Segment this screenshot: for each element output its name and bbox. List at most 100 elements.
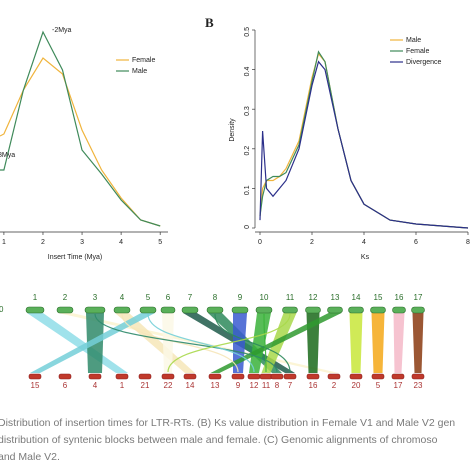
bottom-chromosome-label: 7 xyxy=(288,381,293,390)
top-chromosome-label: 5 xyxy=(146,293,151,302)
diagram-left-label: 0 xyxy=(0,305,4,314)
x-axis-label: Ks xyxy=(361,254,370,261)
top-chromosome xyxy=(255,306,273,314)
x-tick-label: 2 xyxy=(310,239,314,246)
series-line xyxy=(0,30,161,227)
x-tick-label: 8 xyxy=(466,239,470,246)
bottom-chromosome xyxy=(327,373,341,380)
bottom-chromosome-label: 1 xyxy=(120,381,125,390)
x-tick-label: 0 xyxy=(258,239,262,246)
x-axis-label: Insert Time (Mya) xyxy=(48,254,102,261)
legend-label: Female xyxy=(132,57,155,64)
caption-line: and Male V2. xyxy=(0,451,60,463)
x-tick-label: 5 xyxy=(158,239,162,246)
caption-line: distribution of syntenic blocks between … xyxy=(0,434,438,446)
top-chromosome xyxy=(139,306,157,314)
y-tick-label: 0.2 xyxy=(244,146,251,156)
top-chromosome xyxy=(113,306,131,314)
top-chromosome xyxy=(84,306,106,314)
top-chromosome xyxy=(348,306,364,314)
top-chromosome-label: 8 xyxy=(213,293,218,302)
synteny-link xyxy=(263,313,267,373)
top-chromosome xyxy=(231,306,249,314)
series-line xyxy=(259,60,469,229)
top-chromosome-label: 17 xyxy=(414,293,423,302)
bottom-chromosome xyxy=(270,373,284,380)
top-chromosome-label: 7 xyxy=(188,293,193,302)
bottom-chromosome xyxy=(371,373,385,380)
x-tick-label: 6 xyxy=(414,239,418,246)
top-chromosome-label: 6 xyxy=(166,293,171,302)
annotation: -2Mya xyxy=(52,27,72,34)
legend-label: Female xyxy=(406,48,429,55)
synteny-ribbon xyxy=(249,313,271,373)
synteny-link xyxy=(147,313,255,373)
bottom-chromosome xyxy=(411,373,425,380)
synteny-ribbon xyxy=(210,313,342,373)
series-line xyxy=(259,52,469,229)
synteny-link xyxy=(167,313,291,373)
legend-label: Male xyxy=(132,68,147,75)
synteny-link xyxy=(121,313,239,373)
top-chromosome xyxy=(411,306,425,314)
top-chromosome-label: 16 xyxy=(395,293,404,302)
bottom-chromosome xyxy=(183,373,197,380)
top-chromosome-label: 10 xyxy=(260,293,269,302)
bottom-chromosome-label: 15 xyxy=(31,381,40,390)
synteny-ribbon xyxy=(349,313,363,373)
y-axis-label: Density xyxy=(229,118,236,142)
y-tick-label: 0 xyxy=(244,225,251,229)
x-tick-label: 3 xyxy=(80,239,84,246)
y-tick-label: 0.5 xyxy=(244,27,251,37)
top-chromosome-label: 4 xyxy=(120,293,125,302)
bottom-chromosome-label: 16 xyxy=(309,381,318,390)
bottom-chromosome xyxy=(349,373,363,380)
top-chromosome xyxy=(305,306,321,314)
top-chromosome-label: 9 xyxy=(238,293,243,302)
bottom-chromosome xyxy=(138,373,152,380)
bottom-chromosome xyxy=(88,373,102,380)
synteny-ribbon xyxy=(27,313,128,373)
top-chromosome xyxy=(206,306,224,314)
synteny-ribbon xyxy=(115,313,195,373)
bottom-chromosome-label: 14 xyxy=(186,381,195,390)
x-tick-label: 1 xyxy=(2,239,6,246)
synteny-link xyxy=(94,313,278,373)
top-chromosome xyxy=(392,306,406,314)
bottom-chromosome-label: 12 xyxy=(250,381,259,390)
bottom-chromosome-label: 6 xyxy=(63,381,68,390)
bottom-chromosome xyxy=(283,373,297,380)
caption-line: Distribution of insertion times for LTR-… xyxy=(0,417,455,429)
bottom-chromosome xyxy=(247,373,261,380)
series-line xyxy=(0,57,161,227)
bottom-chromosome xyxy=(28,373,42,380)
annotation: 8Mya xyxy=(0,152,15,159)
bottom-chromosome-label: 9 xyxy=(236,381,241,390)
bottom-chromosome xyxy=(391,373,405,380)
top-chromosome-label: 14 xyxy=(352,293,361,302)
y-tick-label: 0.3 xyxy=(244,106,251,116)
bottom-chromosome-label: 22 xyxy=(164,381,173,390)
top-chromosome xyxy=(327,306,343,314)
top-chromosome xyxy=(160,306,176,314)
legend-label: Male xyxy=(406,37,421,44)
synteny-ribbon xyxy=(412,313,424,373)
top-chromosome xyxy=(25,306,45,314)
bottom-chromosome-label: 11 xyxy=(262,381,271,390)
bottom-chromosome-label: 23 xyxy=(414,381,423,390)
bottom-chromosome xyxy=(115,373,129,380)
bottom-chromosome xyxy=(231,373,245,380)
top-chromosome-label: 13 xyxy=(331,293,340,302)
top-chromosome xyxy=(282,306,298,314)
synteny-ribbon xyxy=(393,313,405,373)
bottom-chromosome-label: 21 xyxy=(141,381,150,390)
series-line xyxy=(259,50,469,229)
synteny-ribbon xyxy=(371,313,385,373)
bottom-chromosome xyxy=(208,373,222,380)
bottom-chromosome-label: 20 xyxy=(352,381,361,390)
top-chromosome-label: 12 xyxy=(309,293,318,302)
panel-letter: B xyxy=(205,15,214,30)
bottom-chromosome-label: 17 xyxy=(394,381,403,390)
top-chromosome-label: 2 xyxy=(63,293,68,302)
